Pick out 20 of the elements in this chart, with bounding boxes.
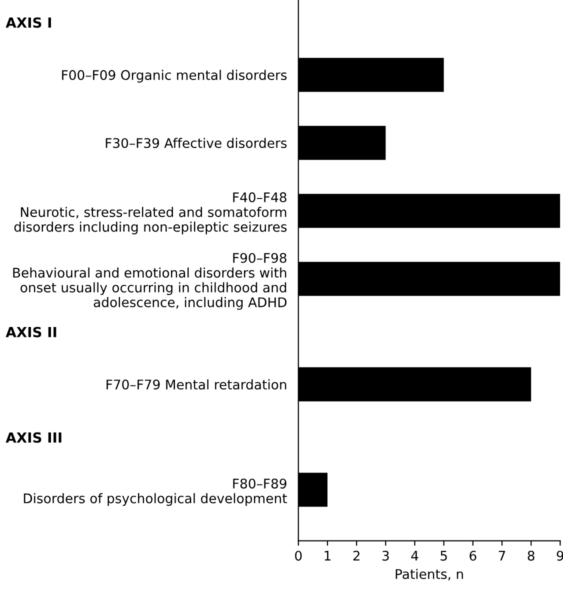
x-tick-label: 4 (411, 550, 418, 561)
x-tick-label: 0 (295, 550, 302, 561)
y-tick-label: F80–F89 Disorders of psychological development (24, 478, 287, 506)
text: AXIS II (6, 326, 56, 338)
y-tick-label: F70–F79 Mental retardation (106, 379, 286, 390)
x-axis-title: Patients, n (396, 568, 463, 580)
x-tick-label: 6 (470, 550, 476, 561)
text: AXIS I (6, 17, 51, 28)
x-tick-label: 8 (528, 550, 534, 561)
y-tick-label: F00–F09 Organic mental disorders (62, 70, 287, 83)
x-tick-label: 1 (324, 550, 330, 561)
x-tick-label: 5 (440, 550, 447, 561)
text: AXIS III (6, 432, 62, 443)
y-tick-label: F30–F39 Affective disorders (106, 138, 287, 148)
y-tick-label: F40–F48 Neurotic, stress-related and somatoform disorders including non-epileptic seizures (14, 192, 287, 234)
x-tick-label: 7 (498, 550, 506, 561)
x-tick-label: 3 (382, 550, 389, 561)
x-tick-label: 9 (556, 550, 563, 561)
x-tick-label: 2 (353, 550, 360, 561)
y-tick-label: F90–F98 Behavioural and emotional disorders with onset usually occurring in childhood and adolescence, including ADHD (13, 252, 286, 310)
